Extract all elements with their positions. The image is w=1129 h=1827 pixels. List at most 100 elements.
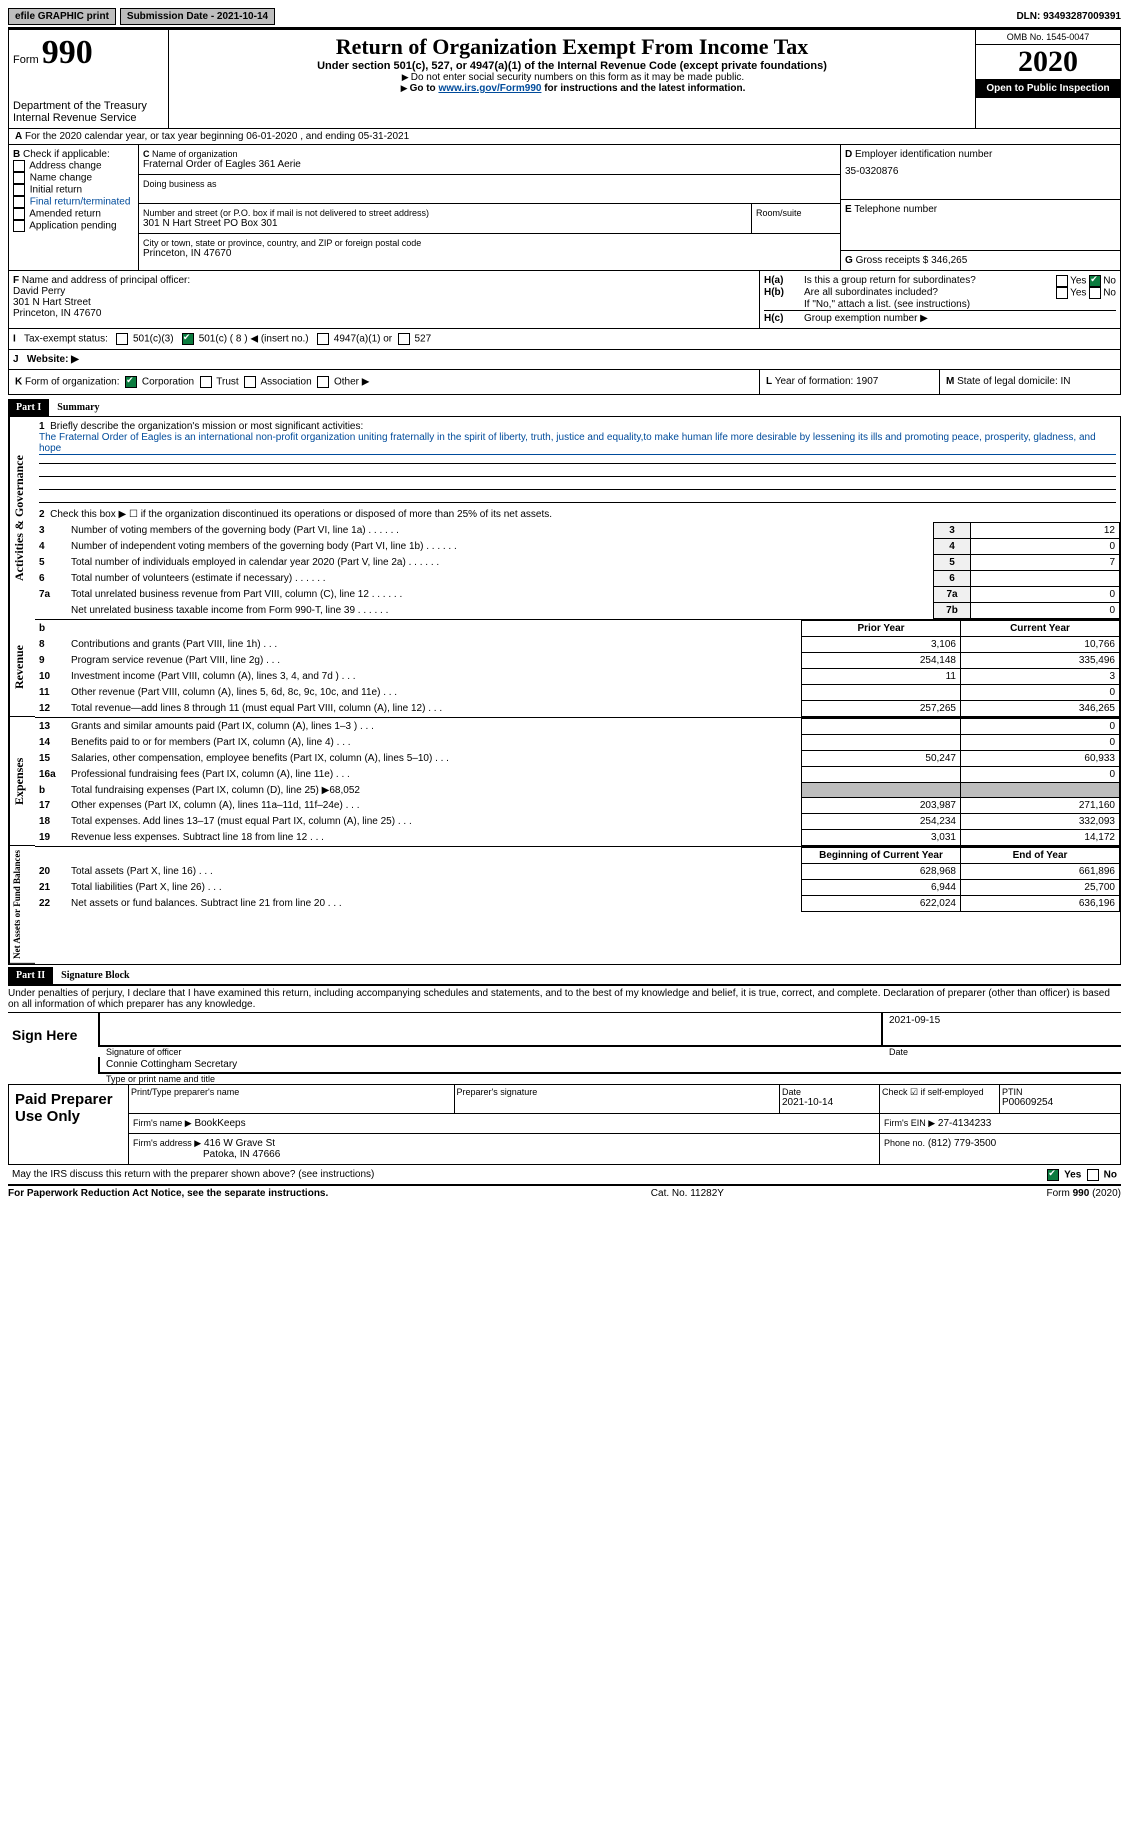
line-l: L Year of formation: 1907 (760, 370, 940, 394)
lbl-street: Number and street (or P.O. box if mail i… (143, 208, 747, 218)
part-ii-title: Signature Block (61, 970, 129, 981)
lbl-sig-officer: Signature of officer (98, 1047, 881, 1057)
lbl-prep-sig: Preparer's signature (457, 1087, 778, 1097)
box-b-label: Check if applicable: (23, 149, 110, 160)
side-revenue: Revenue (9, 619, 35, 717)
cb-app-pending[interactable] (13, 220, 25, 232)
footer: For Paperwork Reduction Act Notice, see … (8, 1186, 1121, 1199)
cb-other[interactable] (317, 376, 329, 388)
cb-address-change[interactable] (13, 160, 25, 172)
efile-label: efile GRAPHIC print (8, 8, 116, 25)
lbl-self-emp: Check ☑ if self-employed (880, 1085, 1000, 1113)
cb-name-change[interactable] (13, 172, 25, 184)
org-city: Princeton, IN 47670 (143, 248, 836, 259)
opt-501c: 501(c) ( 8 ) ◀ (insert no.) (199, 334, 309, 345)
gov-table: 3Number of voting members of the governi… (35, 522, 1120, 619)
lbl-firm-name: Firm's name ▶ (133, 1118, 192, 1128)
part-i-badge: Part I (8, 399, 49, 416)
form-number-cell: Form 990 Department of the Treasury Inte… (9, 30, 169, 128)
may-irs-text: May the IRS discuss this return with the… (12, 1169, 374, 1180)
cb-501c3[interactable] (116, 333, 128, 345)
cb-4947[interactable] (317, 333, 329, 345)
lbl-domicile: State of legal domicile: (957, 376, 1058, 387)
cb-initial-return[interactable] (13, 184, 25, 196)
line-j: J Website: ▶ (8, 350, 1121, 370)
lbl-firm-addr: Firm's address ▶ (133, 1138, 201, 1148)
firm-ein: 27-4134233 (938, 1118, 991, 1129)
rev-table: bPrior YearCurrent Year8Contributions an… (35, 620, 1120, 717)
lbl-ein: Employer identification number (855, 149, 992, 160)
officer-addr2: Princeton, IN 47670 (13, 308, 755, 319)
officer-name: David Perry (13, 286, 755, 297)
lbl-officer: Name and address of principal officer: (22, 275, 190, 286)
sub2-text: Do not enter social security numbers on … (411, 72, 744, 83)
tax-year: 2020 (976, 45, 1120, 79)
cb-corp[interactable] (125, 376, 137, 388)
exp-table: 13Grants and similar amounts paid (Part … (35, 718, 1120, 846)
gov-content: 1 Briefly describe the organization's mi… (35, 417, 1120, 619)
cb-hb-no[interactable] (1089, 287, 1101, 299)
cb-assoc[interactable] (244, 376, 256, 388)
lbl-irs-yes: Yes (1064, 1169, 1081, 1180)
cb-501c[interactable] (182, 333, 194, 345)
h-note: If "No," attach a list. (see instruction… (764, 299, 1116, 310)
firm-name: BookKeeps (194, 1118, 245, 1129)
box-c: C Name of organization Fraternal Order o… (139, 145, 840, 270)
lbl-yes2: Yes (1070, 288, 1086, 299)
opt-trust: Trust (216, 377, 238, 388)
net-table: Beginning of Current YearEnd of Year20To… (35, 847, 1120, 912)
org-name: Fraternal Order of Eagles 361 Aerie (143, 159, 836, 170)
cb-ha-yes[interactable] (1056, 275, 1068, 287)
lbl-no2: No (1103, 288, 1116, 299)
opt-527: 527 (414, 334, 431, 345)
firm-addr1: 416 W Grave St (204, 1138, 275, 1149)
lbl-prep-date: Date (782, 1087, 877, 1097)
sign-here-label: Sign Here (8, 1013, 98, 1084)
form-title: Return of Organization Exempt From Incom… (173, 34, 971, 60)
sub3-post: for instructions and the latest informat… (541, 83, 745, 94)
lbl-phone: Telephone number (854, 204, 937, 215)
sub3-pre: Go to (410, 83, 439, 94)
lbl-dba: Doing business as (143, 179, 836, 189)
paid-prep-label: Paid Preparer Use Only (9, 1085, 129, 1164)
cb-irs-no[interactable] (1087, 1169, 1099, 1181)
cb-hb-yes[interactable] (1056, 287, 1068, 299)
subtitle-3: Go to www.irs.gov/Form990 for instructio… (173, 83, 971, 94)
cb-irs-yes[interactable] (1047, 1169, 1059, 1181)
opt-assoc: Association (261, 377, 312, 388)
lbl-type-name: Type or print name and title (98, 1074, 1121, 1084)
lbl-room: Room/suite (756, 208, 836, 218)
sign-fields: 2021-09-15 Signature of officer Date Con… (98, 1013, 1121, 1084)
lbl-final-return: Final return/terminated (30, 197, 131, 208)
side-netassets: Net Assets or Fund Balances (9, 846, 35, 964)
lbl-ha: Is this a group return for subordinates? (804, 275, 1056, 287)
form-number: 990 (42, 34, 93, 71)
box-deg: D Employer identification number 35-0320… (840, 145, 1120, 270)
cb-amended[interactable] (13, 208, 25, 220)
foot-pra: For Paperwork Reduction Act Notice, see … (8, 1188, 328, 1199)
section-fh: F Name and address of principal officer:… (8, 271, 1121, 329)
subtitle-1: Under section 501(c), 527, or 4947(a)(1)… (173, 60, 971, 72)
form-header: Form 990 Department of the Treasury Inte… (8, 29, 1121, 129)
lbl-date: Date (881, 1047, 1121, 1057)
line-i: I Tax-exempt status: 501(c)(3) 501(c) ( … (8, 329, 1121, 350)
form990-link[interactable]: www.irs.gov/Form990 (438, 83, 541, 94)
box-h: H(a)Is this a group return for subordina… (760, 271, 1120, 328)
cb-ha-no[interactable] (1089, 275, 1101, 287)
submission-date-label: Submission Date - (127, 11, 217, 22)
dln-value: 93493287009391 (1043, 11, 1121, 22)
lbl-name-change: Name change (30, 173, 92, 184)
cb-527[interactable] (398, 333, 410, 345)
period-text: For the 2020 calendar year, or tax year … (25, 131, 409, 142)
lbl-firm-phone: Phone no. (884, 1138, 925, 1148)
lbl-app-pending: Application pending (29, 221, 116, 232)
side-expenses: Expenses (9, 717, 35, 846)
ptin: P00609254 (1002, 1097, 1118, 1108)
net-content: Beginning of Current YearEnd of Year20To… (35, 846, 1120, 964)
part-i-body: Activities & Governance 1 Briefly descri… (8, 416, 1121, 965)
dln: DLN: 93493287009391 (1016, 11, 1121, 22)
year-formation: 1907 (856, 376, 878, 387)
cb-final-return[interactable] (13, 196, 25, 208)
opt-501c3: 501(c)(3) (133, 334, 174, 345)
cb-trust[interactable] (200, 376, 212, 388)
